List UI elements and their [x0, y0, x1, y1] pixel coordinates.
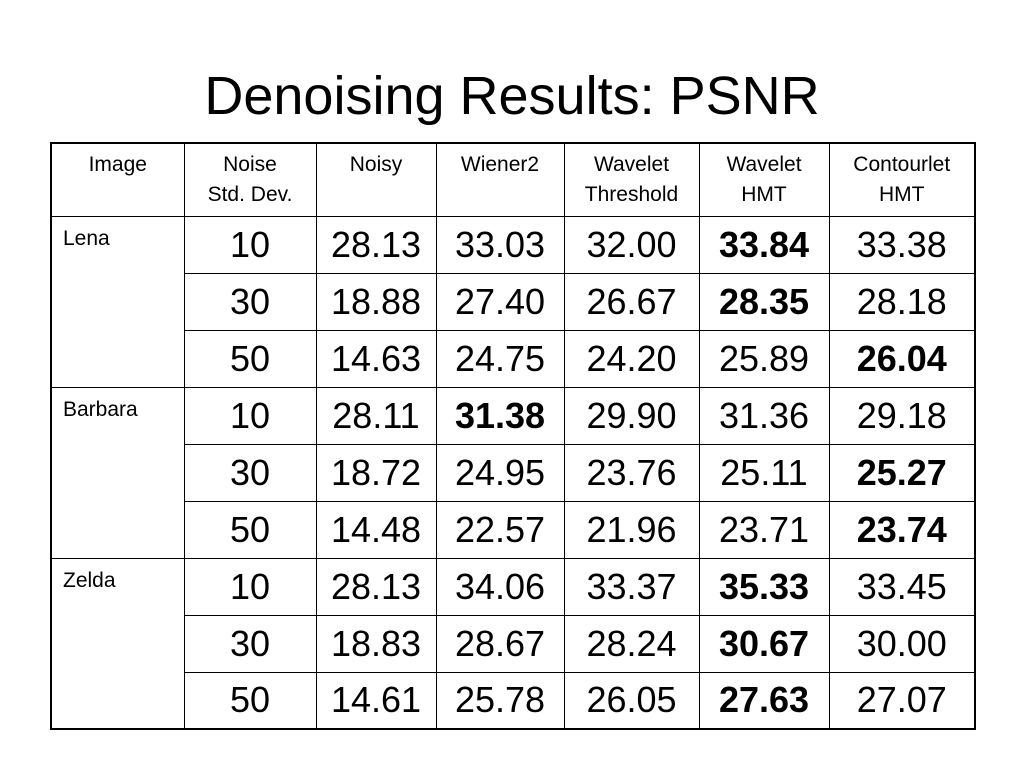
table-row: 50 14.63 24.75 24.20 25.89 26.04: [51, 329, 976, 388]
psnr-value-cell: 28.18: [828, 272, 976, 331]
psnr-value-cell: 29.90: [563, 386, 700, 445]
psnr-value-cell: 24.20: [563, 329, 700, 388]
psnr-value-cell: 18.83: [315, 614, 437, 673]
psnr-value-cell: 14.63: [315, 329, 437, 388]
noise-level-cell: 10: [183, 557, 317, 616]
noise-level-cell: 30: [183, 272, 317, 331]
psnr-results-table: Image Noise Std. Dev. Noisy Wiener2 Wave…: [50, 142, 976, 730]
table-header-row: Image Noise Std. Dev. Noisy Wiener2 Wave…: [50, 142, 976, 217]
psnr-value-cell: 33.84: [698, 215, 830, 274]
psnr-value-cell: 28.11: [315, 386, 437, 445]
psnr-value-cell: 27.40: [435, 272, 565, 331]
table-row: Zelda 10 28.13 34.06 33.37 35.33 33.45: [50, 557, 976, 730]
psnr-value-cell: 25.11: [698, 443, 830, 502]
noise-level-cell: 30: [183, 614, 317, 673]
noise-level-cell: 10: [183, 215, 317, 274]
table-row: Lena 10 28.13 33.03 32.00 33.84 33.38: [50, 215, 976, 388]
psnr-value-cell: 33.03: [435, 215, 565, 274]
psnr-value-cell: 28.67: [435, 614, 565, 673]
noise-level-cell: 50: [183, 500, 317, 559]
psnr-value-cell: 25.27: [828, 443, 976, 502]
psnr-value-cell: 14.48: [315, 500, 437, 559]
psnr-value-cell: 33.45: [828, 557, 976, 616]
psnr-value-cell: 31.36: [698, 386, 830, 445]
psnr-value-cell: 18.72: [315, 443, 437, 502]
psnr-value-cell: 32.00: [563, 215, 700, 274]
header-image: Image: [50, 142, 185, 217]
psnr-value-cell: 23.74: [828, 500, 976, 559]
psnr-value-cell: 26.05: [563, 671, 700, 730]
header-contourlet-hmt: Contourlet HMT: [828, 142, 976, 217]
page-title: Denoising Results: PSNR: [204, 66, 820, 126]
psnr-value-cell: 18.88: [315, 272, 437, 331]
header-noise-std-dev: Noise Std. Dev.: [183, 142, 317, 217]
noise-level-cell: 30: [183, 443, 317, 502]
psnr-value-cell: 28.24: [563, 614, 700, 673]
psnr-value-cell: 22.57: [435, 500, 565, 559]
table-row: 50 14.48 22.57 21.96 23.71 23.74: [51, 500, 976, 559]
noise-level-cell: 10: [183, 386, 317, 445]
table-row: 30 18.72 24.95 23.76 25.11 25.27: [51, 443, 976, 502]
psnr-value-cell: 30.67: [698, 614, 830, 673]
psnr-value-cell: 31.38: [435, 386, 565, 445]
noise-level-cell: 50: [183, 329, 317, 388]
psnr-value-cell: 26.04: [828, 329, 976, 388]
header-wavelet-threshold: Wavelet Threshold: [563, 142, 700, 217]
header-wavelet-hmt: Wavelet HMT: [698, 142, 830, 217]
psnr-value-cell: 25.78: [435, 671, 565, 730]
psnr-value-cell: 23.76: [563, 443, 700, 502]
psnr-value-cell: 28.13: [315, 557, 437, 616]
psnr-value-cell: 29.18: [828, 386, 976, 445]
psnr-value-cell: 21.96: [563, 500, 700, 559]
psnr-value-cell: 23.71: [698, 500, 830, 559]
psnr-value-cell: 27.07: [828, 671, 976, 730]
psnr-value-cell: 34.06: [435, 557, 565, 616]
psnr-value-cell: 28.13: [315, 215, 437, 274]
image-name-cell: Barbara: [50, 386, 185, 559]
psnr-value-cell: 26.67: [563, 272, 700, 331]
table-row: 30 18.88 27.40 26.67 28.35 28.18: [51, 272, 976, 331]
noise-level-cell: 50: [183, 671, 317, 730]
psnr-value-cell: 24.75: [435, 329, 565, 388]
psnr-value-cell: 30.00: [828, 614, 976, 673]
table-row: 30 18.83 28.67 28.24 30.67 30.00: [51, 614, 976, 673]
psnr-value-cell: 24.95: [435, 443, 565, 502]
psnr-value-cell: 28.35: [698, 272, 830, 331]
table-body: Lena 10 28.13 33.03 32.00 33.84 33.38 30 18.88 27…: [50, 215, 976, 730]
image-name-cell: Lena: [50, 215, 185, 388]
psnr-value-cell: 33.38: [828, 215, 976, 274]
psnr-value-cell: 27.63: [698, 671, 830, 730]
table-row: 50 14.61 25.78 26.05 27.63 27.07: [51, 671, 976, 730]
header-noisy: Noisy: [315, 142, 437, 217]
header-wiener2: Wiener2: [435, 142, 565, 217]
psnr-value-cell: 35.33: [698, 557, 830, 616]
table-row: Barbara 10 28.11 31.38 29.90 31.36 29.18: [50, 386, 976, 559]
psnr-value-cell: 33.37: [563, 557, 700, 616]
psnr-value-cell: 14.61: [315, 671, 437, 730]
image-name-cell: Zelda: [50, 557, 185, 730]
psnr-value-cell: 25.89: [698, 329, 830, 388]
